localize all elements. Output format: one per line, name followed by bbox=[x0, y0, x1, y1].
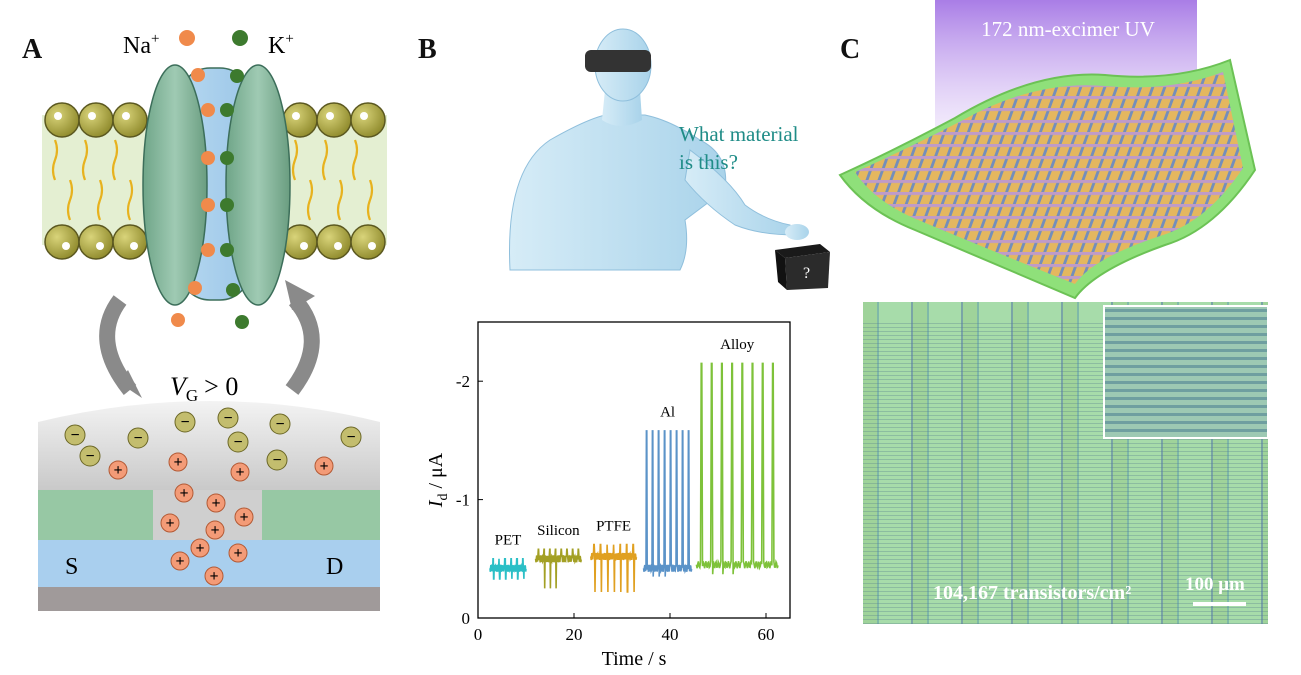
svg-text:−: − bbox=[233, 434, 242, 451]
series-label-alloy: Alloy bbox=[720, 337, 755, 353]
channel-protein-left bbox=[142, 64, 208, 306]
ion-channel-transistor-illustration: Na+ K+ VG > 0 − − − − − − − − − + + + + +… bbox=[38, 30, 387, 611]
blindfold bbox=[585, 50, 651, 72]
drain-label: D bbox=[326, 554, 343, 580]
scale-bar bbox=[1193, 602, 1246, 606]
svg-text:+: + bbox=[195, 540, 204, 557]
ions-in-channel bbox=[171, 68, 249, 329]
na-label: Na+ bbox=[123, 31, 159, 59]
density-label: 104,167 transistors/cm² bbox=[933, 582, 1132, 604]
series-line-silicon bbox=[534, 548, 582, 589]
x-tick-label: 20 bbox=[566, 625, 583, 644]
k-ion-legend bbox=[232, 30, 248, 46]
lipid-heads bbox=[44, 102, 386, 260]
panel-c-letter: C bbox=[840, 34, 861, 65]
k-label: K+ bbox=[268, 31, 294, 59]
svg-text:+: + bbox=[235, 464, 244, 481]
micrograph: 104,167 transistors/cm² 100 μm bbox=[863, 302, 1268, 624]
uv-label: 172 nm-excimer UV bbox=[981, 17, 1155, 41]
svg-text:+: + bbox=[239, 509, 248, 526]
cations: + + + + + + + + + + + + + bbox=[108, 452, 334, 586]
svg-text:+: + bbox=[211, 495, 220, 512]
svg-text:+: + bbox=[179, 485, 188, 502]
lipid-tails bbox=[51, 139, 374, 221]
question-text: What material is this? bbox=[679, 120, 799, 176]
anions: − − − − − − − − − bbox=[64, 407, 362, 471]
electrolyte-layer bbox=[38, 401, 380, 490]
source-label: S bbox=[65, 554, 78, 580]
x-tick-label: 60 bbox=[758, 625, 775, 644]
y-tick-label: 0 bbox=[462, 609, 471, 628]
question-line-1: What material bbox=[679, 122, 799, 146]
svg-text:−: − bbox=[275, 416, 284, 433]
svg-text:−: − bbox=[346, 429, 355, 446]
right-curved-arrow bbox=[285, 294, 320, 395]
na-ion-legend bbox=[179, 30, 195, 46]
panel-b-letter: B bbox=[418, 34, 437, 65]
svg-text:+: + bbox=[175, 553, 184, 570]
flexible-array-illustration: 172 nm-excimer UV bbox=[838, 0, 1257, 300]
drain-current-chart: 0 20 40 60 0 -1 -2 PET Silicon PTFE Al Alloy Time… bbox=[425, 321, 791, 670]
micrograph-inset bbox=[1103, 305, 1268, 439]
svg-text:−: − bbox=[133, 430, 142, 447]
channel-layer-right bbox=[262, 490, 380, 540]
svg-text:+: + bbox=[173, 454, 182, 471]
series-line-al bbox=[642, 430, 693, 577]
series-label-al: Al bbox=[660, 405, 675, 421]
series-line-pet bbox=[489, 558, 527, 580]
svg-text:−: − bbox=[223, 410, 232, 427]
svg-text:−: − bbox=[70, 427, 79, 444]
svg-text:−: − bbox=[272, 452, 281, 469]
mystery-box bbox=[775, 244, 830, 290]
series-label-silicon: Silicon bbox=[537, 523, 580, 539]
svg-text:+: + bbox=[165, 515, 174, 532]
channel-layer-left bbox=[38, 490, 153, 540]
x-axis-label: Time / s bbox=[602, 648, 667, 670]
series-line-ptfe bbox=[590, 543, 638, 593]
svg-text:+: + bbox=[209, 568, 218, 585]
box-question-mark: ? bbox=[803, 265, 810, 282]
svg-text:+: + bbox=[233, 545, 242, 562]
series-line-alloy bbox=[695, 362, 779, 575]
y-axis-label: Id / μA bbox=[425, 452, 451, 508]
question-line-2: is this? bbox=[679, 150, 738, 174]
svg-text:+: + bbox=[210, 522, 219, 539]
scale-bar-label: 100 μm bbox=[1185, 574, 1245, 595]
y-tick-label: -2 bbox=[456, 372, 470, 391]
y-tick-label: -1 bbox=[456, 491, 470, 510]
svg-text:+: + bbox=[113, 462, 122, 479]
series-label-pet: PET bbox=[495, 533, 522, 549]
channel-protein-right bbox=[225, 64, 291, 306]
svg-text:+: + bbox=[319, 458, 328, 475]
base-substrate bbox=[38, 587, 380, 611]
series-label-ptfe: PTFE bbox=[596, 518, 631, 534]
plot-frame bbox=[477, 321, 791, 619]
transistor-grid bbox=[855, 72, 1243, 284]
x-tick-label: 0 bbox=[474, 625, 483, 644]
panel-a-letter: A bbox=[22, 34, 43, 65]
gate-voltage-label: VG > 0 bbox=[170, 372, 238, 405]
svg-text:−: − bbox=[85, 448, 94, 465]
svg-text:−: − bbox=[180, 414, 189, 431]
x-tick-label: 40 bbox=[662, 625, 679, 644]
blindfolded-person-illustration: ? bbox=[509, 28, 830, 290]
